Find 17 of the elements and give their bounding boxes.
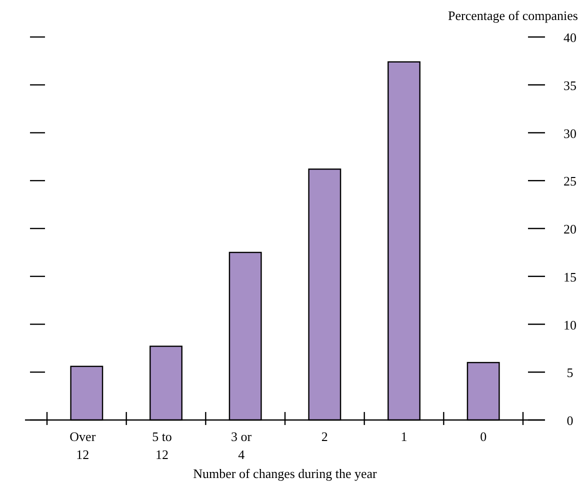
y-tick-label: 0 xyxy=(566,413,574,428)
y-tick-label: 20 xyxy=(564,222,576,236)
y-tick-label: 40 xyxy=(564,30,576,45)
y-tick-label: 5 xyxy=(566,365,574,380)
y-tick-label: 10 xyxy=(564,317,576,332)
y-tick-label: 35 xyxy=(564,78,576,93)
x-tick-label: 3 or 4 xyxy=(231,429,252,462)
y-tick-label: 15 xyxy=(564,269,576,284)
x-tick-label: 0 xyxy=(480,429,487,444)
y-tick-label: 25 xyxy=(564,174,576,189)
x-tick-label: 2 xyxy=(321,429,328,444)
x-axis-title: Number of changes during the year xyxy=(193,466,378,481)
y-tick-label: 30 xyxy=(564,126,576,141)
x-tick-label: 5 to 12 xyxy=(152,429,172,462)
y-axis-title: Percentage of companies xyxy=(448,8,578,23)
x-tick-label: Over 12 xyxy=(70,429,96,462)
x-tick-label: 1 xyxy=(400,429,408,444)
